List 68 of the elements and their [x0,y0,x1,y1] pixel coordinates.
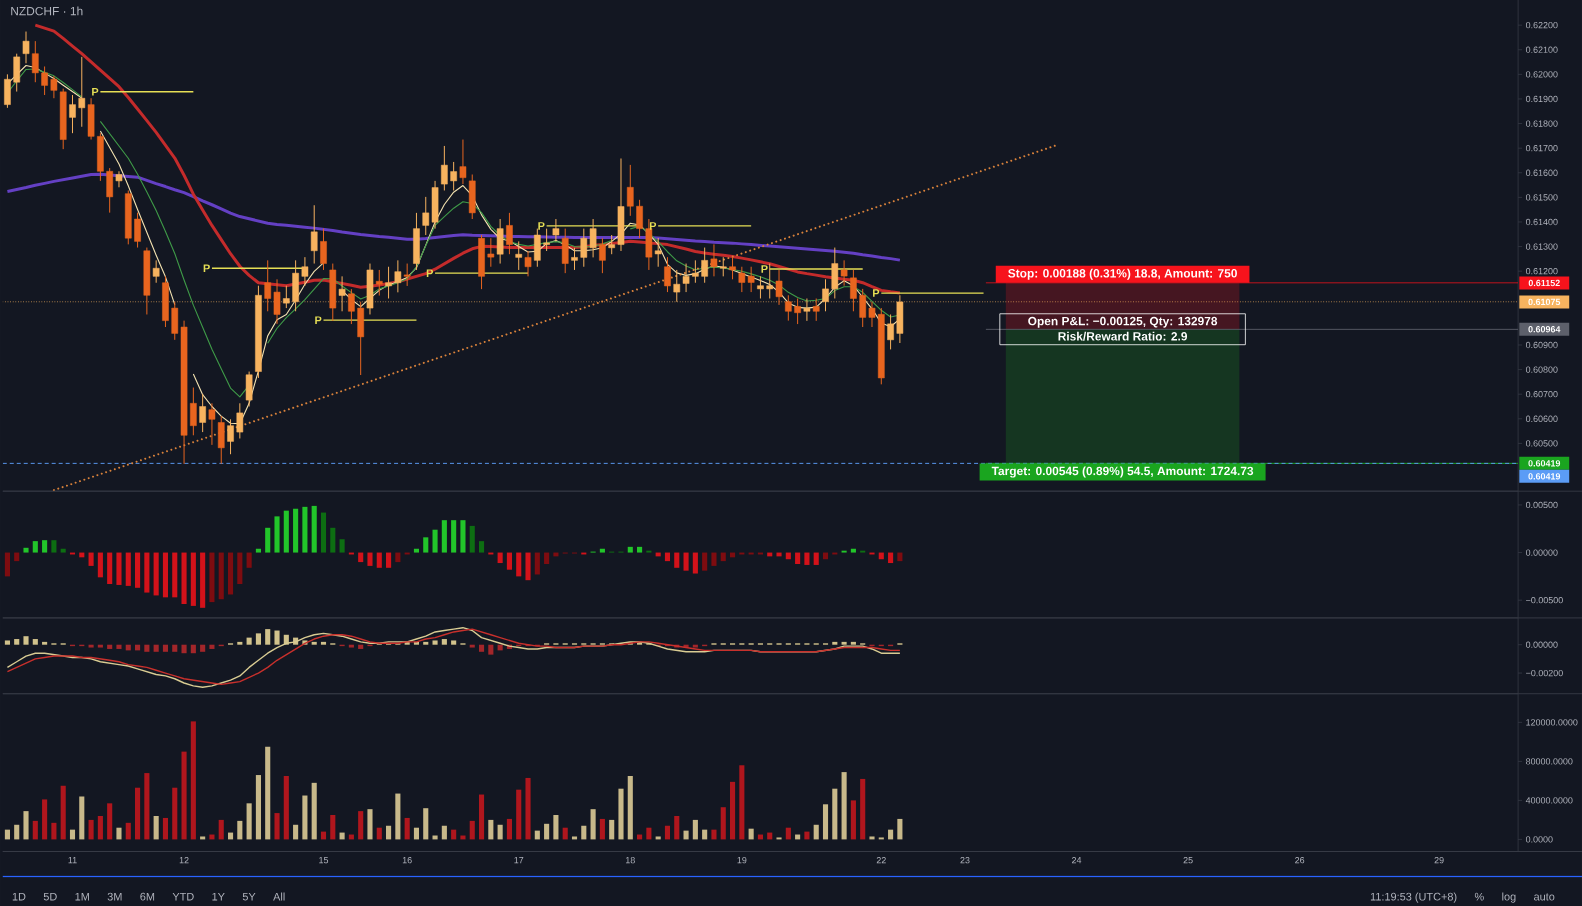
text: 3M [107,892,122,901]
x-tick-label: 18 [625,856,635,864]
y-tick-label: 0.00000 [1525,641,1558,648]
band-label: Stop: 0.00188 (0.31%) 18.8, Amount: 750 [1008,268,1237,280]
text: 1D [12,892,26,901]
y-tick-label: 0.60700 [1525,390,1558,398]
x-tick-label: 16 [402,856,412,864]
text: P [873,289,880,297]
x-tick-label: 25 [1183,856,1193,864]
ref-line-label: 0.60964 [1528,325,1561,333]
text: 5D [43,892,57,901]
text: 5Y [242,892,256,901]
y-tick-label: 0.60900 [1525,341,1558,348]
x-tick-label: 22 [876,856,886,864]
text: P [92,87,99,96]
band-label: Target: 0.00545 (0.89%) 54.5, Amount: 1724.73 [991,466,1254,478]
x-tick-label: 19 [737,856,747,864]
y-tick-label: 0.61400 [1525,218,1558,225]
x-tick-label: 12 [179,856,189,864]
y-tick-label: 0.00000 [1525,549,1558,556]
y-tick-label: 0.61500 [1525,193,1558,201]
x-tick-label: 15 [319,856,329,864]
x-tick-label: 23 [960,856,970,864]
y-tick-label: 80000.0000 [1526,758,1573,765]
y-tick-label: 0.60500 [1525,440,1558,447]
y-tick-label: 0.61600 [1525,169,1558,176]
ref-line-label: 0.61152 [1528,279,1560,286]
y-tick-label: 0.61800 [1525,120,1558,127]
text: log [1502,892,1516,903]
ref-line-label: 0.60419 [1528,459,1561,467]
ref-line-label: 0.60419 [1528,472,1561,480]
y-tick-label: 0.60800 [1525,366,1558,373]
y-tick-label: 0.61200 [1525,267,1558,275]
y-tick-label: −0.00500 [1526,596,1563,604]
chart-title: NZDCHF · 1h [11,6,83,16]
y-tick-label: 0.62100 [1525,46,1558,53]
text: 1Y [212,892,225,901]
annotation: Risk/Reward Ratio: 2.9 [1058,331,1188,341]
series-label: P [761,265,768,273]
x-tick-label: 24 [1071,856,1082,864]
y-tick-label: 0.61300 [1525,243,1558,250]
y-tick-label: 0.00500 [1525,501,1558,508]
x-tick-label: 26 [1295,856,1305,864]
y-tick-label: 0.62000 [1525,70,1558,78]
y-tick-label: 0.60600 [1525,415,1558,422]
text: % [1474,892,1484,901]
ref-line-label: 0.61075 [1528,298,1561,305]
text: YTD [172,892,194,901]
text: P [538,221,545,230]
text: auto [1534,893,1555,901]
x-tick-label: 11 [68,856,77,863]
text: P [203,264,210,272]
y-tick-label: 0.61700 [1525,144,1558,152]
y-tick-label: 0.62200 [1525,21,1558,29]
y-tick-label: −0.00200 [1526,669,1563,677]
y-tick-label: 40000.0000 [1525,797,1573,804]
y-tick-label: 120000.0000 [1526,718,1578,726]
text: 1M [75,892,89,901]
y-tick-label: 0.0000 [1525,836,1553,843]
text: P [315,316,322,324]
annotation: Open P&L: −0.00125, Qty: 132978 [1028,316,1218,328]
x-tick-label: 29 [1434,856,1444,864]
text: 11:19:53 (UTC+8) [1370,892,1457,903]
text: All [273,892,285,901]
text: P [649,221,657,230]
y-tick-label: 0.61900 [1525,95,1558,102]
x-tick-label: 17 [514,856,524,863]
text: 6M [140,892,155,901]
